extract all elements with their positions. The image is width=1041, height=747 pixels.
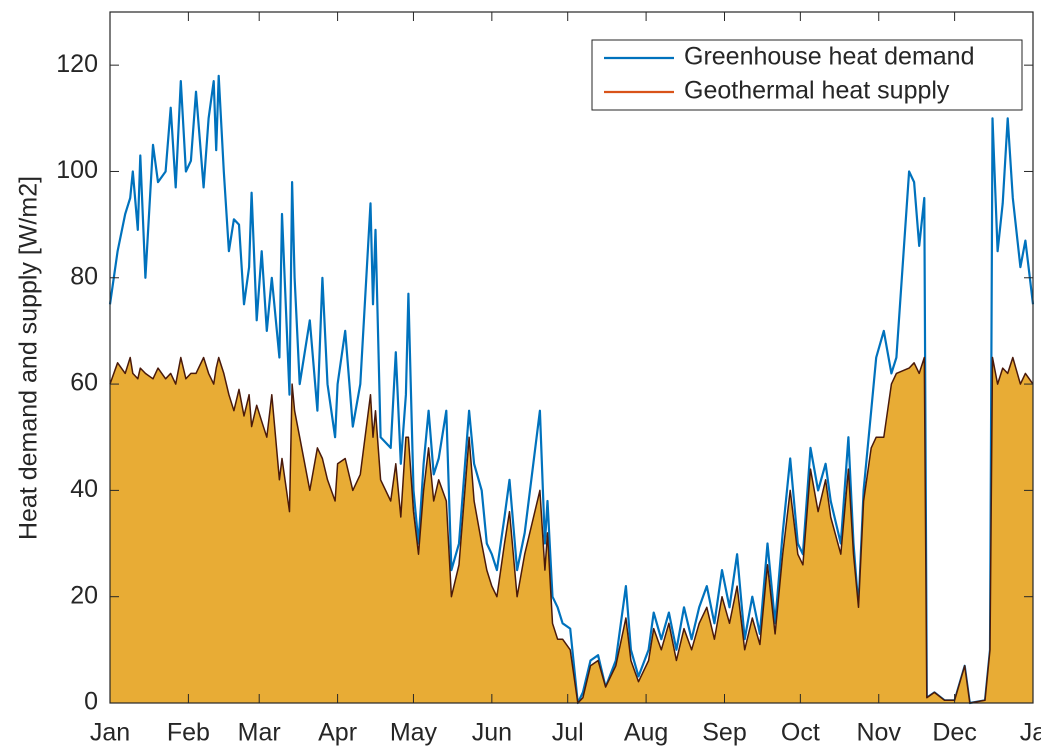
legend-box: [591, 39, 1023, 111]
x-tick-label: Feb: [167, 719, 210, 747]
legend-label: Geothermal heat supply: [684, 77, 950, 105]
x-tick-label: Jun: [472, 719, 512, 747]
x-tick-label: Jan: [90, 719, 130, 747]
supply-area: [110, 357, 1033, 703]
y-axis-label: Heat demand and supply [W/m2]: [15, 176, 43, 540]
y-tick-label: 20: [70, 581, 98, 609]
y-tick-label: 0: [84, 688, 98, 716]
x-tick-label: Mar: [238, 719, 281, 747]
y-tick-label: 100: [56, 156, 98, 184]
plot-frame: [109, 11, 1034, 704]
x-tick-label: Jul: [552, 719, 584, 747]
y-tick-label: 40: [70, 475, 98, 503]
x-tick-label: Sep: [702, 719, 746, 747]
y-tick-label: 80: [70, 262, 98, 290]
y-tick-label: 120: [56, 50, 98, 78]
legend-label: Greenhouse heat demand: [684, 43, 975, 71]
x-tick-label: Oct: [781, 719, 820, 747]
x-tick-label: Nov: [857, 719, 902, 747]
x-tick-label: May: [390, 719, 438, 747]
x-tick-label: Aug: [624, 719, 668, 747]
x-tick-label: Ja: [1020, 719, 1041, 747]
x-tick-label: Apr: [318, 719, 357, 747]
supply-line: [109, 356, 1034, 704]
demand-line: [108, 74, 1035, 705]
x-tick-label: Dec: [932, 719, 976, 747]
y-tick-label: 60: [70, 369, 98, 397]
